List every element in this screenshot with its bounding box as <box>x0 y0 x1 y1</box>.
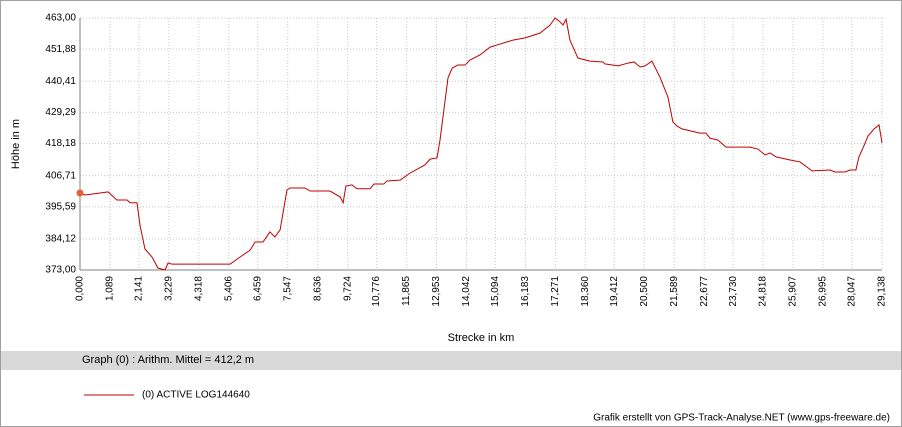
y-tick-label: 429,29 <box>45 107 76 118</box>
x-tick-label: 29,138 <box>877 276 888 307</box>
x-tick-label: 28,047 <box>847 276 858 307</box>
x-tick-label: 22,677 <box>699 276 710 307</box>
y-tick-label: 418,18 <box>45 138 76 149</box>
x-tick-label: 7,547 <box>282 276 293 301</box>
y-tick-label: 463,00 <box>45 13 76 24</box>
x-tick-label: 4,318 <box>193 276 204 301</box>
x-tick-label: 17,271 <box>550 276 561 307</box>
summary-band <box>1 351 901 370</box>
x-tick-label: 1,089 <box>105 276 116 301</box>
y-tick-label: 395,59 <box>45 201 76 212</box>
x-tick-label: 2,141 <box>134 276 145 301</box>
x-tick-label: 26,995 <box>818 276 829 307</box>
x-tick-label: 15,094 <box>490 276 501 307</box>
x-tick-label: 3,229 <box>164 276 175 301</box>
x-tick-label: 24,818 <box>758 276 769 307</box>
x-tick-label: 19,412 <box>609 276 620 307</box>
y-tick-label: 384,12 <box>45 234 76 245</box>
y-tick-label: 451,88 <box>45 44 76 55</box>
y-tick-label: 373,00 <box>45 265 76 276</box>
x-tick-label: 0,000 <box>75 276 86 301</box>
elevation-line <box>79 17 883 271</box>
x-tick-label: 14,042 <box>461 276 472 307</box>
x-tick-label: 25,907 <box>788 276 799 307</box>
x-tick-label: 18,360 <box>580 276 591 307</box>
x-tick-label: 10,776 <box>371 276 382 307</box>
x-tick-label: 16,183 <box>520 276 531 307</box>
x-tick-label: 12,953 <box>431 276 442 307</box>
credit: Grafik erstellt von GPS-Track-Analyse.NE… <box>593 413 890 424</box>
x-tick-label: 5,406 <box>223 276 234 301</box>
y-tick-label: 440,41 <box>45 76 76 87</box>
legend-label: (0) ACTIVE LOG144640 <box>142 390 250 401</box>
x-tick-label: 6,459 <box>252 276 263 301</box>
start-marker <box>76 189 84 197</box>
x-tick-label: 11,865 <box>401 276 412 306</box>
y-tick-label: 406,71 <box>45 170 76 181</box>
x-tick-label: 8,636 <box>312 276 323 301</box>
x-tick-label: 21,589 <box>669 276 680 307</box>
x-tick-label: 9,724 <box>342 276 353 301</box>
x-axis-label: Strecke in km <box>448 332 515 344</box>
summary: Graph (0) : Arithm. Mittel = 412,2 m <box>82 354 254 366</box>
x-tick-label: 20,500 <box>639 276 650 307</box>
x-tick-label: 23,730 <box>728 276 739 307</box>
y-axis-label: Höhe in m <box>10 119 22 169</box>
